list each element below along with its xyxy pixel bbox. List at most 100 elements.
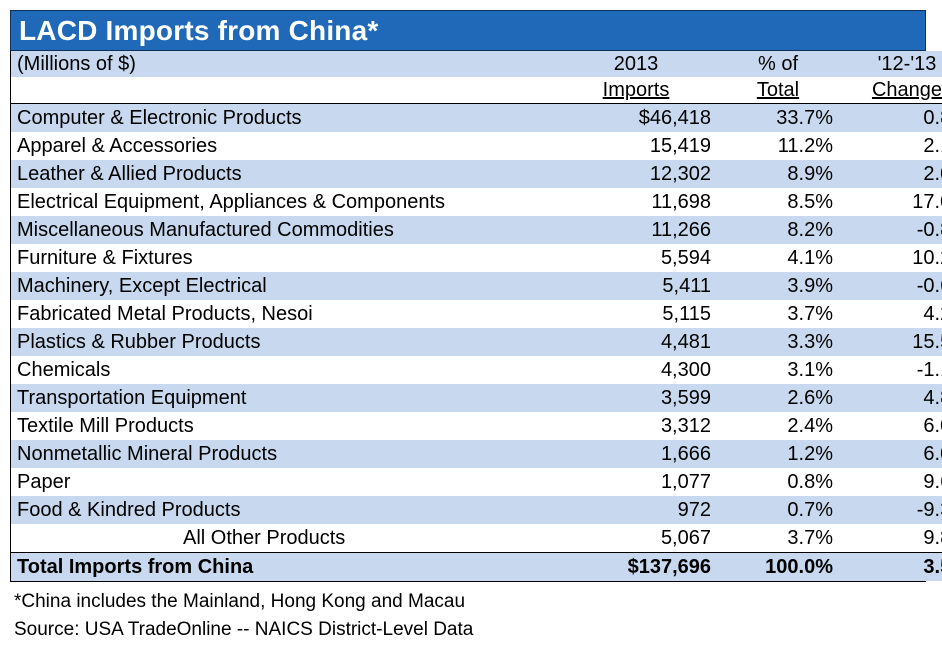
header-row-2: Imports Total Change [11, 77, 942, 104]
pct-total-cell: 0.8% [717, 468, 839, 496]
pct-total-cell: 11.2% [717, 132, 839, 160]
header-row-1: (Millions of $) 2013 % of '12-'13 [11, 51, 942, 77]
change-cell: -0.8% [839, 216, 942, 244]
imports-cell: 972 [555, 496, 717, 524]
change-cell: -1.1% [839, 356, 942, 384]
pct-total-cell: 8.5% [717, 188, 839, 216]
pct-total-cell: 8.9% [717, 160, 839, 188]
imports-cell: 5,067 [555, 524, 717, 553]
col-imports-label: Imports [602, 79, 670, 101]
header-spacer [11, 77, 555, 104]
pct-total-cell: 1.2% [717, 440, 839, 468]
imports-cell: 11,266 [555, 216, 717, 244]
product-cell: All Other Products [11, 524, 555, 553]
change-cell: 17.0% [839, 188, 942, 216]
total-label: Total Imports from China [11, 552, 555, 581]
pct-total-cell: 3.9% [717, 272, 839, 300]
imports-table: (Millions of $) 2013 % of '12-'13 Import… [11, 51, 942, 581]
imports-cell: 5,115 [555, 300, 717, 328]
total-row: Total Imports from China $137,696 100.0%… [11, 552, 942, 581]
table-title: LACD Imports from China* [19, 14, 379, 46]
product-cell: Transportation Equipment [11, 384, 555, 412]
product-cell: Miscellaneous Manufactured Commodities [11, 216, 555, 244]
pct-total-cell: 3.3% [717, 328, 839, 356]
table-row: Fabricated Metal Products, Nesoi 5,115 3.7… [11, 300, 942, 328]
product-cell: Fabricated Metal Products, Nesoi [11, 300, 555, 328]
change-cell: 9.6% [839, 468, 942, 496]
change-cell: 4.8% [839, 384, 942, 412]
imports-cell: 3,599 [555, 384, 717, 412]
change-cell: -9.3% [839, 496, 942, 524]
col-imports-year: 2013 [555, 51, 717, 77]
pct-total-cell: 4.1% [717, 244, 839, 272]
product-cell: Apparel & Accessories [11, 132, 555, 160]
pct-total-cell: 3.7% [717, 300, 839, 328]
total-imports: $137,696 [555, 552, 717, 581]
product-cell: Leather & Allied Products [11, 160, 555, 188]
pct-total-cell: 0.7% [717, 496, 839, 524]
imports-cell: $46,418 [555, 103, 717, 132]
imports-cell: 1,077 [555, 468, 717, 496]
imports-cell: 4,481 [555, 328, 717, 356]
table-title-bar: LACD Imports from China* [10, 10, 926, 51]
col-pct-label: Total [756, 79, 800, 101]
change-cell: 6.0% [839, 440, 942, 468]
change-cell: 15.5% [839, 328, 942, 356]
col-change-top: '12-'13 [839, 51, 942, 77]
col-pct-header: Total [717, 77, 839, 104]
product-cell: Paper [11, 468, 555, 496]
imports-cell: 1,666 [555, 440, 717, 468]
product-cell: Nonmetallic Mineral Products [11, 440, 555, 468]
col-change-label: Change [871, 79, 942, 101]
imports-cell: 3,312 [555, 412, 717, 440]
imports-cell: 5,411 [555, 272, 717, 300]
table-row: Electrical Equipment, Appliances & Compo… [11, 188, 942, 216]
table-row: Computer & Electronic Products $46,418 33.… [11, 103, 942, 132]
product-cell: Food & Kindred Products [11, 496, 555, 524]
imports-table-frame: LACD Imports from China* (Millions of $)… [10, 10, 942, 582]
change-cell: 0.8% [839, 103, 942, 132]
change-cell: 2.1% [839, 132, 942, 160]
table-body-wrapper: (Millions of $) 2013 % of '12-'13 Import… [10, 51, 942, 582]
imports-cell: 5,594 [555, 244, 717, 272]
total-change: 3.5% [839, 552, 942, 581]
table-row: Nonmetallic Mineral Products1,6661.2%6.0… [11, 440, 942, 468]
table-row: Machinery, Except Electrical 5,411 3.9% -0.… [11, 272, 942, 300]
product-cell: Machinery, Except Electrical [11, 272, 555, 300]
pct-total-cell: 2.6% [717, 384, 839, 412]
imports-cell: 15,419 [555, 132, 717, 160]
change-cell: 2.0% [839, 160, 942, 188]
imports-cell: 4,300 [555, 356, 717, 384]
col-pct-top: % of [717, 51, 839, 77]
imports-cell: 11,698 [555, 188, 717, 216]
change-cell: 6.0% [839, 412, 942, 440]
change-cell: 10.2% [839, 244, 942, 272]
product-cell: Chemicals [11, 356, 555, 384]
footnotes: *China includes the Mainland, Hong Kong … [14, 588, 473, 644]
product-cell: Computer & Electronic Products [11, 103, 555, 132]
source-note: Source: USA TradeOnline -- NAICS Distric… [14, 619, 474, 640]
pct-total-cell: 33.7% [717, 103, 839, 132]
pct-total-cell: 2.4% [717, 412, 839, 440]
product-cell: Electrical Equipment, Appliances & Compo… [11, 188, 555, 216]
units-label: (Millions of $) [11, 51, 555, 77]
product-cell: Furniture & Fixtures [11, 244, 555, 272]
change-cell: 4.2% [839, 300, 942, 328]
imports-cell: 12,302 [555, 160, 717, 188]
total-pct: 100.0% [717, 552, 839, 581]
change-cell: -0.6% [839, 272, 942, 300]
change-cell: 9.8% [839, 524, 942, 553]
table-row: Miscellaneous Manufactured Commodities 11… [11, 216, 942, 244]
product-cell: Plastics & Rubber Products [11, 328, 555, 356]
col-change-header: Change [839, 77, 942, 104]
col-imports-header: Imports [555, 77, 717, 104]
